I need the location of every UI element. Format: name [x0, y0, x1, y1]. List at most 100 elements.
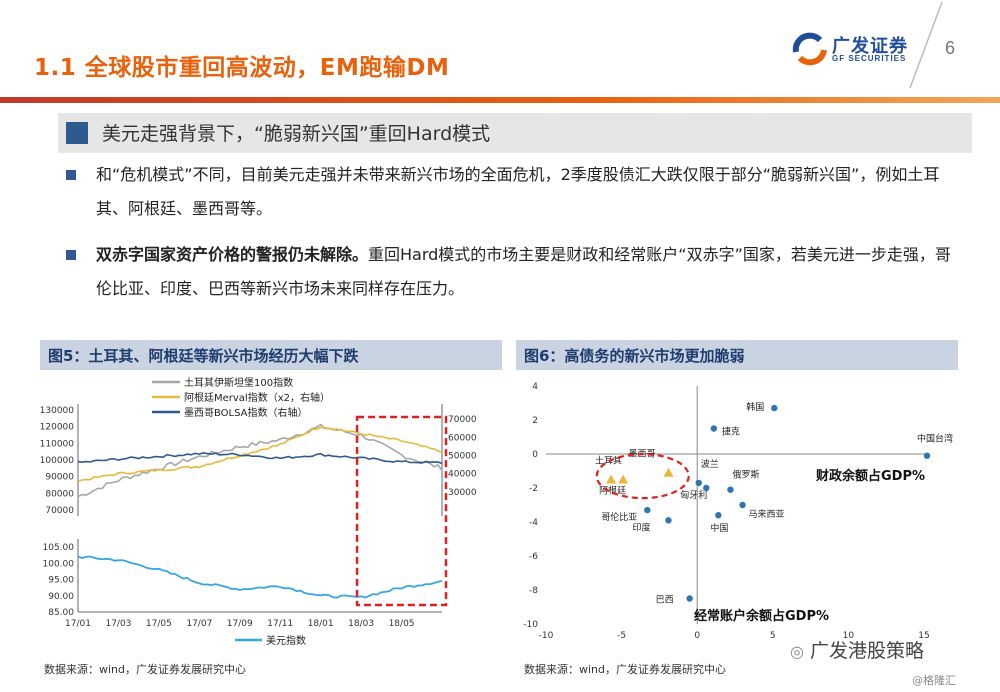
- fig6-point-label: 韩国: [746, 401, 764, 413]
- fig5-left-tick-label: 110000: [40, 439, 74, 449]
- fig6-x-tick-label: 15: [918, 631, 929, 641]
- fig5-left-tick-label: 80000: [45, 489, 74, 499]
- fig6-y-tick-label: 0: [532, 450, 538, 460]
- fig6-point-label: 阿根廷: [599, 485, 626, 497]
- fig6-point: [739, 501, 746, 509]
- bullet-square-icon: [66, 250, 76, 260]
- fig5-x-tick-label: 18/03: [348, 619, 374, 629]
- fig6-x-tick-label: -5: [617, 631, 626, 641]
- fig5-series-line-1: [77, 426, 443, 482]
- fig6-point-label: 匈牙利: [680, 489, 707, 501]
- bullet-1-text: 和“危机模式”不同，目前美元走强并未带来新兴市场的全面危机，2季度股债汇大跌仅限…: [96, 165, 940, 218]
- fig5-left-tick-label: 120000: [40, 423, 74, 433]
- fig5-legend-label: 阿根廷Merval指数（x2，右轴）: [184, 391, 330, 404]
- fig5-right-tick-label: 70000: [448, 415, 477, 425]
- fig5-series-line-2: [77, 451, 443, 465]
- fig5-x-tick-label: 17/07: [186, 619, 212, 629]
- company-logo: 广发证券 GF SECURITIES: [790, 30, 940, 70]
- fig5-legend-label: 墨西哥BOLSA指数（右轴）: [184, 406, 308, 419]
- fig6-point-label: 俄罗斯: [732, 469, 759, 481]
- fig6-point: [703, 484, 710, 492]
- fig5-source: 数据来源：wind，广发证券发展研究中心: [44, 663, 247, 676]
- fig6-title: 图6：高债务的新兴市场更加脆弱: [524, 347, 745, 365]
- fig5-x-tick-label: 18/05: [389, 619, 415, 629]
- bullet-2: 双赤字国家资产价格的警报仍未解除。重回Hard模式的市场主要是财政和经常账户“双…: [66, 238, 966, 306]
- fig6-point-label: 捷克: [722, 426, 740, 438]
- fig6-point: [771, 404, 778, 412]
- fig6-point-label: 中国台湾: [917, 433, 953, 445]
- wechat-icon: ◎: [790, 642, 804, 661]
- section-square-icon: [66, 122, 88, 144]
- fig5-left-tick-label: 100000: [40, 456, 74, 466]
- fig6-y-tick-label: 4: [532, 382, 538, 392]
- bullet-square-icon: [66, 170, 76, 180]
- header-slash-decoration: [909, 1, 943, 89]
- fig6-chart: -10 -8 -6 -4 -2 0 2 4 -10 -5 0 5 10 15 韩国捷克中国台湾波兰俄罗斯匈牙…: [523, 382, 953, 641]
- page-title: 1.1 全球股市重回高波动，EM跑输DM: [34, 55, 450, 81]
- section-heading: 美元走强背景下，“脆弱新兴国”重回Hard模式: [102, 123, 491, 145]
- fig5-highlight-box: [355, 415, 448, 607]
- fig6-point-label: 印度: [632, 521, 650, 533]
- fig6-point-label: 中国: [710, 522, 728, 534]
- fig5-usd-legend-label: 美元指数: [266, 634, 306, 647]
- fig6-y-tick-label: -10: [523, 620, 538, 630]
- fig6-point: [665, 517, 672, 524]
- watermark-sub: @格隆汇: [912, 674, 956, 687]
- fig5-bottom-tick-label: 95.00: [48, 576, 74, 586]
- bullet-1: 和“危机模式”不同，目前美元走强并未带来新兴市场的全面危机，2季度股债汇大跌仅限…: [66, 158, 966, 226]
- bullet-2-text: 重回Hard模式的市场主要是财政和经常账户“双赤字”国家，若美元进一步走强，哥伦…: [96, 245, 951, 298]
- fig6-point: [727, 486, 734, 493]
- fig6-source: 数据来源：wind，广发证券发展研究中心: [524, 663, 727, 676]
- fig6-point-label: 哥伦比亚: [601, 511, 637, 523]
- fig6-point-triangle: [606, 474, 617, 484]
- fig6-point: [710, 425, 718, 432]
- fig6-x-tick-label: 10: [843, 631, 855, 641]
- fig5-series-line-0: [77, 423, 443, 498]
- fig5-right-tick-label: 60000: [448, 433, 477, 443]
- fig6-point: [923, 452, 931, 459]
- header-divider: [0, 97, 1000, 103]
- fig5-x-tick-label: 18/01: [308, 619, 334, 629]
- fig5-left-tick-label: 90000: [45, 473, 74, 483]
- fig6-title-bar: 图6：高债务的新兴市场更加脆弱: [516, 340, 958, 370]
- fig5-bottom-tick-label: 90.00: [48, 592, 74, 602]
- fig6-point: [686, 595, 693, 602]
- fig6-point: [695, 479, 702, 487]
- fig6-x-tick-label: 0: [694, 631, 700, 641]
- fig5-bottom-tick-label: 105.00: [43, 543, 75, 553]
- fig5-usd-line: [77, 555, 443, 599]
- fig6-point: [644, 506, 651, 514]
- fig5-x-tick-label: 17/01: [65, 619, 91, 629]
- fig6-point-label: 巴西: [656, 595, 674, 606]
- fig5-left-tick-label: 70000: [45, 506, 74, 516]
- fig6-x-tick-label: -10: [539, 631, 554, 641]
- page-number: 6: [945, 38, 956, 58]
- fig5-right-tick-label: 40000: [448, 470, 477, 480]
- fig5-right-tick-label: 30000: [448, 488, 477, 498]
- fig6-x-tick-label: 5: [770, 631, 776, 641]
- fig5-x-tick-label: 17/09: [227, 619, 253, 629]
- fig5-bottom-tick-label: 85.00: [48, 608, 74, 618]
- watermark-main: ◎ 广发港股策略: [790, 636, 924, 663]
- fig5-right-tick-label: 50000: [448, 451, 477, 461]
- fig6-y-tick-label: -6: [529, 552, 538, 562]
- watermark-text: 广发港股策略: [810, 640, 925, 662]
- section-heading-box: 美元走强背景下，“脆弱新兴国”重回Hard模式: [58, 113, 972, 153]
- fig6-y-tick-label: -4: [529, 518, 538, 528]
- fig5-x-tick-label: 17/05: [146, 619, 172, 629]
- fig5-x-tick-label: 17/11: [267, 619, 293, 629]
- fig6-y-tick-label: 2: [532, 416, 538, 426]
- fig5-title-bar: 图5：土耳其、阿根廷等新兴市场经历大幅下跌: [40, 340, 502, 370]
- fig6-point-label: 波兰: [701, 458, 719, 470]
- fig5-title: 图5：土耳其、阿根廷等新兴市场经历大幅下跌: [48, 347, 359, 365]
- fig6-xlabel: 经常账户余额占GDP%: [694, 608, 829, 624]
- fig6-ylabel: 财政余额占GDP%: [816, 468, 925, 484]
- logo-en-text: GF SECURITIES: [832, 54, 907, 63]
- fig6-point: [715, 512, 722, 519]
- fig6-point-label: 马来西亚: [749, 509, 785, 520]
- fig6-point-triangle: [618, 474, 629, 484]
- fig6-y-tick-label: -2: [529, 484, 538, 494]
- bullet-2-lead: 双赤字国家资产价格的警报仍未解除。: [96, 245, 369, 264]
- fig5-x-tick-label: 17/03: [105, 619, 131, 629]
- fig5-legend-label: 土耳其伊斯坦堡100指数: [184, 376, 293, 389]
